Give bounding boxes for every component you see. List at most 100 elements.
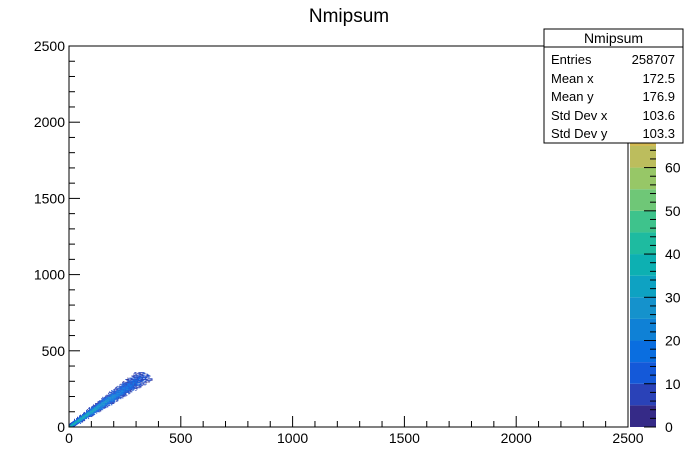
heatmap-cell (109, 402, 111, 404)
heatmap-cell (126, 383, 128, 385)
heatmap-cell (117, 390, 119, 392)
heatmap-cell (121, 388, 123, 390)
heatmap-cell (116, 400, 118, 402)
heatmap-cell (110, 395, 112, 397)
heatmap-cell (84, 418, 86, 420)
heatmap-cell (83, 412, 85, 414)
heatmap-cell (117, 388, 119, 390)
heatmap-cell (109, 402, 111, 404)
heatmap-cell (145, 379, 147, 381)
heatmap-cell (142, 376, 144, 378)
heatmap-cell (139, 382, 141, 384)
heatmap-cell (95, 409, 97, 411)
heatmap-cell (137, 372, 139, 374)
heatmap-cell (116, 386, 118, 388)
heatmap-cell (132, 389, 134, 391)
heatmap-cell (135, 386, 137, 388)
heatmap-cell (117, 387, 119, 389)
heatmap-cell (98, 405, 100, 407)
heatmap-cell (74, 422, 76, 424)
heatmap-cell (141, 385, 143, 387)
heatmap-cell (100, 403, 102, 405)
chart-title: Nmipsum (309, 6, 389, 27)
heatmap-cell (144, 384, 146, 386)
heatmap-cell (129, 383, 131, 385)
heatmap-cell (77, 418, 79, 420)
heatmap-cell (124, 389, 126, 391)
color-bar-tick-label: 20 (665, 333, 681, 349)
heatmap-cell (86, 411, 88, 413)
heatmap-cell (72, 424, 74, 426)
heatmap-cell (151, 378, 153, 380)
heatmap-cell (103, 407, 105, 409)
heatmap-cell (124, 391, 126, 393)
heatmap-cell (85, 417, 87, 419)
heatmap-cell (117, 400, 119, 402)
heatmap-cell (145, 376, 147, 378)
heatmap-cell (135, 389, 137, 391)
color-bar-segment (630, 254, 656, 276)
heatmap-cell (117, 389, 119, 391)
heatmap-cell (133, 373, 135, 375)
heatmap-cell (111, 403, 113, 405)
heatmap-cell (119, 393, 121, 395)
heatmap-cell (146, 379, 148, 381)
heatmap-cell (130, 386, 132, 388)
color-bar-tick-label: 60 (665, 160, 681, 176)
heatmap-cell (101, 399, 103, 401)
heatmap-cell (79, 418, 81, 420)
heatmap-cell (106, 402, 108, 404)
heatmap-cell (136, 373, 138, 375)
heatmap-cell (82, 414, 84, 416)
heatmap-cell (116, 394, 118, 396)
heatmap-cell (86, 412, 88, 414)
heatmap-cell (108, 397, 110, 399)
heatmap-cell (105, 400, 107, 402)
heatmap-cell (133, 389, 135, 391)
heatmap-cell (136, 374, 138, 376)
heatmap-cell (146, 373, 148, 375)
heatmap-cell (137, 382, 139, 384)
heatmap-cell (77, 416, 79, 418)
heatmap-cell (92, 411, 94, 413)
heatmap-cell (91, 414, 93, 416)
heatmap-cell (138, 372, 140, 374)
heatmap-cell (75, 421, 77, 423)
heatmap-cell (106, 398, 108, 400)
heatmap-cell (73, 424, 75, 426)
heatmap-cell (119, 386, 121, 388)
heatmap-cell (69, 423, 71, 425)
heatmap-cell (117, 398, 119, 400)
heatmap-cell (134, 380, 136, 382)
heatmap-cell (132, 381, 134, 383)
heatmap-cell (123, 395, 125, 397)
heatmap-cell (128, 385, 130, 387)
heatmap-cell (130, 385, 132, 387)
heatmap-cell (136, 379, 138, 381)
heatmap-cell (139, 379, 141, 381)
heatmap-cell (148, 381, 150, 383)
heatmap-cell (104, 401, 106, 403)
heatmap-cell (119, 387, 121, 389)
heatmap-cell (82, 416, 84, 418)
heatmap-cell (118, 396, 120, 398)
heatmap-cell (98, 409, 100, 411)
heatmap-cell (114, 390, 116, 392)
heatmap-cell (83, 413, 85, 415)
heatmap-cell (80, 421, 82, 423)
heatmap-cell (108, 402, 110, 404)
heatmap-cell (98, 407, 100, 409)
heatmap-cell (109, 403, 111, 405)
heatmap-cell (87, 416, 89, 418)
heatmap-cell (111, 398, 113, 400)
heatmap-cell (96, 409, 98, 411)
heatmap-cell (123, 381, 125, 383)
heatmap-cell (140, 386, 142, 388)
heatmap-cell (109, 397, 111, 399)
heatmap-cell (140, 378, 142, 380)
heatmap-cell (136, 380, 138, 382)
heatmap-cell (105, 404, 107, 406)
heatmap-cell (93, 407, 95, 409)
heatmap-cell (127, 379, 129, 381)
heatmap-cell (104, 407, 106, 409)
